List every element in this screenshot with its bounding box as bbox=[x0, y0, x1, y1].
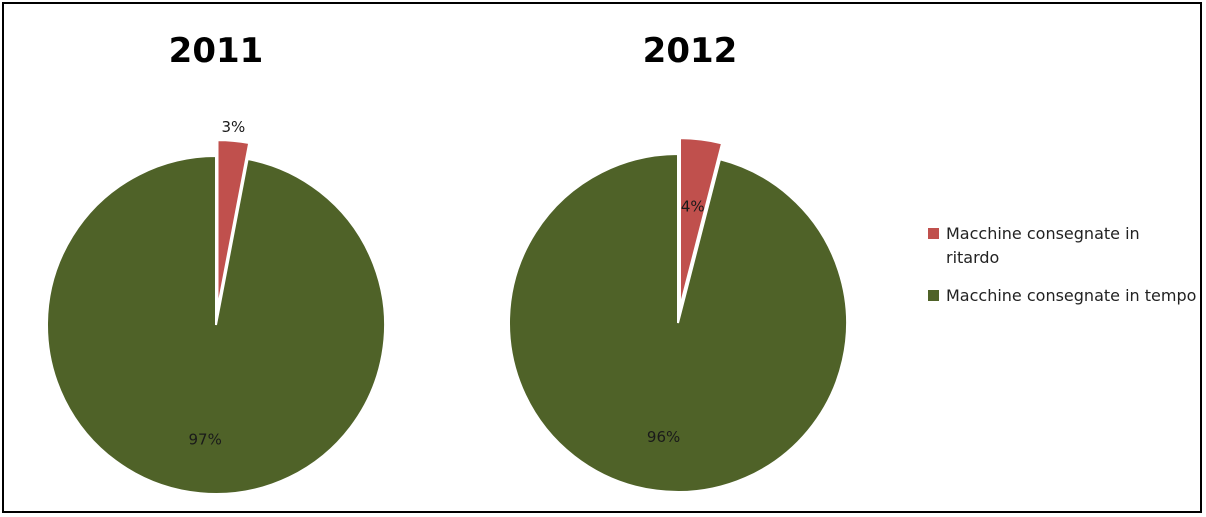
legend: Macchine consegnate in ritardo Macchine … bbox=[928, 222, 1198, 322]
legend-swatch-ritardo bbox=[928, 228, 939, 239]
pie-slice-2012-ritardo bbox=[679, 137, 724, 308]
pie-2012: 2012 4% 96% bbox=[508, 31, 848, 493]
data-label-2011-ritardo: 3% bbox=[222, 118, 246, 136]
legend-item-tempo: Macchine consegnate in tempo bbox=[928, 284, 1198, 308]
pie-slice-2011-ritardo bbox=[216, 139, 251, 310]
legend-label-ritardo: Macchine consegnate in ritardo bbox=[946, 224, 1140, 267]
pie-slice-2012-tempo bbox=[508, 152, 848, 493]
pie-slice-2011-tempo bbox=[46, 154, 386, 495]
chart-title-2011: 2011 bbox=[169, 31, 264, 71]
data-label-2012-ritardo: 4% bbox=[681, 198, 705, 216]
legend-swatch-tempo bbox=[928, 290, 939, 301]
data-label-2012-tempo: 96% bbox=[647, 428, 680, 446]
chart-title-2012: 2012 bbox=[643, 31, 738, 71]
data-label-2011-tempo: 97% bbox=[189, 430, 222, 448]
pie-2011: 2011 3% 97% bbox=[46, 31, 386, 495]
legend-label-tempo: Macchine consegnate in tempo bbox=[946, 286, 1197, 305]
legend-item-ritardo: Macchine consegnate in ritardo bbox=[928, 222, 1198, 270]
